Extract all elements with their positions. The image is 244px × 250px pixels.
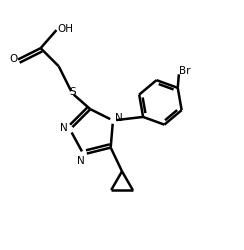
Text: S: S: [69, 86, 76, 97]
Text: N: N: [115, 113, 122, 123]
Text: N: N: [77, 156, 85, 166]
Text: OH: OH: [57, 24, 73, 34]
Text: O: O: [9, 54, 17, 64]
Text: N: N: [61, 124, 68, 134]
Text: Br: Br: [179, 66, 190, 76]
